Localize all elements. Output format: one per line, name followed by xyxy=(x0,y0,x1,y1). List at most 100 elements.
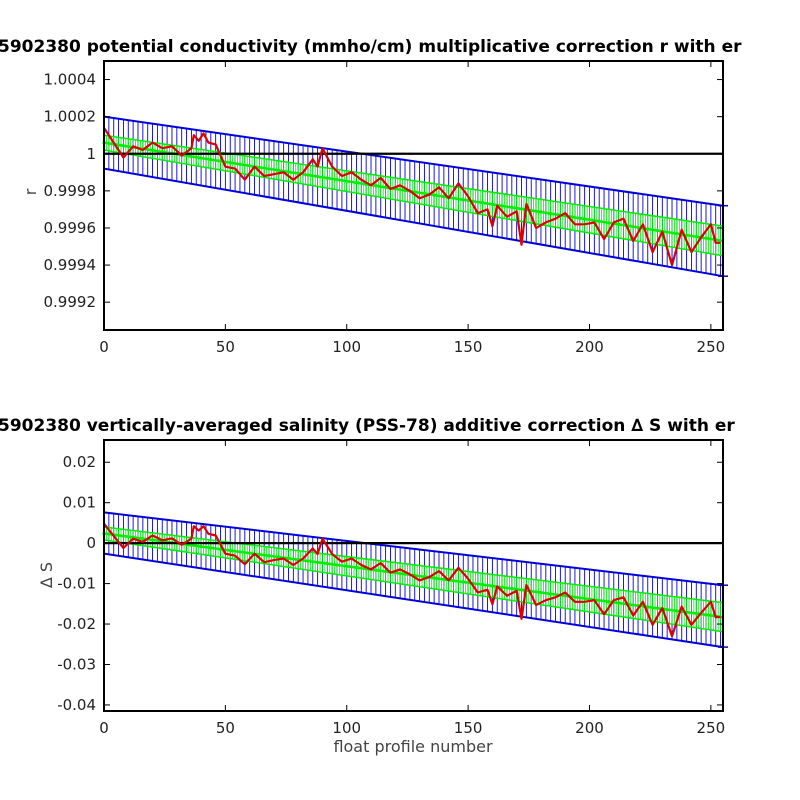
bottom-chart-fit-marker xyxy=(316,560,320,564)
bottom-chart-x-tick-label: 100 xyxy=(332,719,361,737)
bottom-chart-fit-marker xyxy=(617,601,621,605)
bottom-chart-x-tick-label: 0 xyxy=(99,719,109,737)
top-chart-fit-marker xyxy=(257,165,261,169)
top-chart-fit-marker xyxy=(383,185,388,189)
top-chart-fit-marker xyxy=(277,168,281,172)
top-chart-axes-frame xyxy=(103,60,724,331)
top-chart-fit-marker xyxy=(316,174,320,179)
bottom-chart-x-axis-label: float profile number xyxy=(333,737,493,756)
top-chart-fit-marker xyxy=(189,154,193,159)
top-chart-fit-marker xyxy=(267,167,271,171)
bottom-chart-fit-marker xyxy=(510,586,514,591)
bottom-chart-y-tick-label: -0.03 xyxy=(57,655,96,673)
top-chart-fit-marker xyxy=(432,193,436,197)
top-chart-data-polyline xyxy=(103,127,721,267)
bottom-chart-y-tick-label: -0.02 xyxy=(57,615,96,633)
bottom-chart-fit-marker xyxy=(335,563,339,567)
bottom-chart-fit-marker xyxy=(461,580,465,584)
bottom-chart-fit-marker xyxy=(228,548,232,553)
bottom-chart-fit-marker xyxy=(267,554,271,558)
bottom-chart-fit-marker xyxy=(248,551,252,555)
bottom-chart-x-tick-label: 50 xyxy=(216,719,235,737)
top-chart-fit-lower-line xyxy=(103,149,724,257)
top-chart-x-tick-label: 200 xyxy=(575,338,604,356)
bottom-chart-title: 5902380 vertically-averaged salinity (PS… xyxy=(0,416,735,436)
top-chart-frame xyxy=(103,60,724,331)
bottom-chart-fit-marker xyxy=(374,568,378,572)
bottom-chart-fit-marker xyxy=(655,606,660,610)
bottom-chart-fit-marker xyxy=(306,559,310,563)
bottom-chart-fit-marker xyxy=(549,592,553,596)
top-chart-fit-marker xyxy=(121,144,126,148)
bottom-chart-fit-marker xyxy=(539,590,543,595)
bottom-chart-frame xyxy=(103,439,724,712)
top-chart-y-axis-label: r xyxy=(21,188,40,195)
top-chart-fit-marker xyxy=(306,173,310,177)
top-chart-fit-marker xyxy=(374,184,378,188)
top-chart-fit-marker xyxy=(228,161,232,165)
top-chart-fit-marker xyxy=(500,204,504,208)
top-chart-fit-marker xyxy=(238,162,242,166)
top-chart-fit-marker xyxy=(665,230,669,234)
top-chart-y-tick-label: 1 xyxy=(86,145,96,163)
bottom-chart-envelope-lower-line xyxy=(103,552,724,649)
bottom-chart-x-tick-label: 250 xyxy=(697,719,726,737)
top-chart-envelope-lower-line xyxy=(103,167,724,278)
top-chart-x-tick-label: 0 xyxy=(99,338,109,356)
top-chart-fit xyxy=(102,134,724,257)
top-chart-fit-marker xyxy=(490,202,494,206)
top-chart-fit-marker xyxy=(481,201,485,205)
top-chart-fit-marker xyxy=(510,205,514,210)
bottom-chart-fit-marker xyxy=(597,598,601,603)
bottom-chart-ticks: 0 50 100 150 200 250 -0.04 -0.03 -0.02 -0.01 0 0.01… xyxy=(57,440,725,737)
bottom-chart-data-polyline xyxy=(103,523,721,638)
bottom-chart-fit-marker xyxy=(432,576,436,580)
bottom-chart-fit-marker xyxy=(257,552,261,557)
top-chart-fit-marker xyxy=(694,235,698,239)
bottom-chart-fit-marker xyxy=(189,543,193,547)
top-chart-fit-marker xyxy=(354,181,359,185)
bottom-chart-fit-marker xyxy=(578,596,582,600)
top-chart-fit-marker xyxy=(345,179,349,183)
top-chart-fit-marker xyxy=(199,156,203,160)
bottom-chart-axes-frame xyxy=(103,439,724,712)
top-chart-fit-marker xyxy=(335,178,339,182)
top-chart-fit-marker xyxy=(587,218,592,222)
bottom-chart-y-tick-label: 0 xyxy=(86,534,96,552)
bottom-chart-fit-marker xyxy=(481,583,485,587)
bottom-chart-fit-marker xyxy=(209,546,213,550)
top-chart-fit-marker xyxy=(578,216,582,220)
top-chart-fit-marker xyxy=(519,207,524,211)
top-chart-x-tick-label: 50 xyxy=(216,338,235,356)
top-chart-fit-marker xyxy=(209,157,213,162)
top-chart-fit-marker xyxy=(539,210,543,214)
bottom-chart-y-tick-label: 0.01 xyxy=(63,494,96,512)
top-chart-envelope-upper-line xyxy=(103,115,724,207)
bottom-chart-fit-marker xyxy=(675,609,679,613)
top-chart-fit-marker xyxy=(442,195,446,199)
bottom-chart-fit-marker xyxy=(500,585,504,589)
bottom-chart-fit-marker xyxy=(665,608,669,612)
top-chart-panel: 5902380 potential conductivity (mmho/cm)… xyxy=(0,37,742,356)
bottom-chart-fit-marker xyxy=(277,555,281,559)
bottom-chart-fit-marker xyxy=(519,588,524,592)
top-chart-data-line xyxy=(103,127,721,267)
top-chart-fit-upper-line xyxy=(103,134,724,227)
top-chart-fit-marker xyxy=(607,221,611,225)
bottom-chart-fit-marker xyxy=(442,577,446,582)
top-chart-fit-marker xyxy=(646,227,650,231)
top-chart-fit-marker xyxy=(451,196,456,200)
bottom-chart-fit-marker xyxy=(646,605,650,609)
bottom-chart-fit-marker xyxy=(325,562,329,566)
top-chart-fit-marker xyxy=(422,191,427,196)
top-chart-fit-marker xyxy=(675,232,679,236)
top-chart-fit-marker xyxy=(150,148,155,152)
bottom-chart-x-tick-label: 200 xyxy=(575,719,604,737)
bottom-chart-y-tick-label: 0.02 xyxy=(63,453,96,471)
top-chart-y-tick-label: 1.0002 xyxy=(44,108,97,126)
top-chart-fit-marker xyxy=(617,222,621,226)
top-chart-title: 5902380 potential conductivity (mmho/cm)… xyxy=(0,37,742,57)
top-chart-y-tick-label: 0.9994 xyxy=(44,256,97,274)
